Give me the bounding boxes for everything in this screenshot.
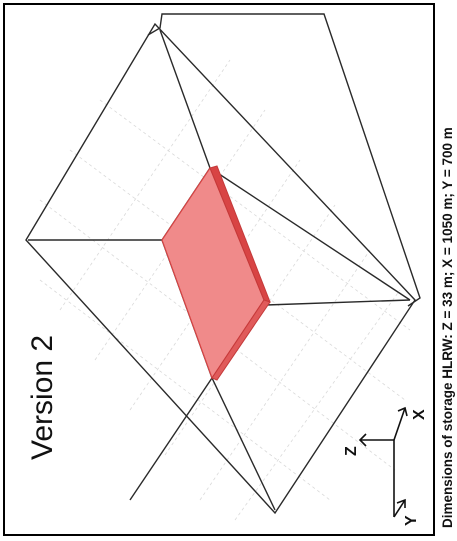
- axis-label-y: Y: [403, 515, 420, 526]
- version-label: Version 2: [26, 335, 59, 460]
- axis-indicator: [358, 406, 408, 518]
- image-frame: [3, 3, 435, 536]
- axis-label-z: Z: [343, 446, 360, 456]
- axis-label-x: X: [411, 409, 428, 420]
- dimensions-caption: Dimensions of storage HLRW: Z = 33 m; X …: [440, 127, 455, 528]
- storage-slab-top: [161, 166, 265, 380]
- storage-slab: [161, 165, 271, 381]
- storage-slab-front: [211, 299, 271, 381]
